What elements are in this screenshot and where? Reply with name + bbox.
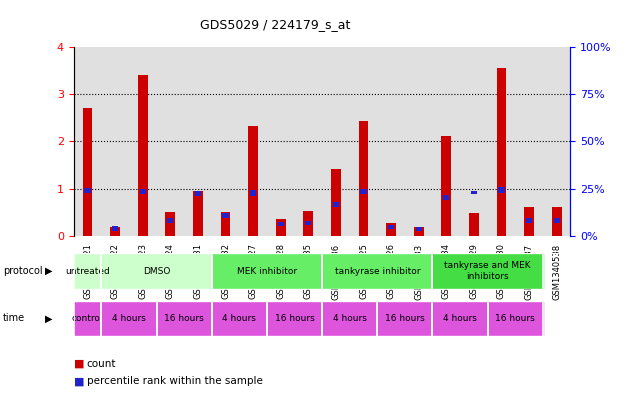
Text: ■: ■ <box>74 376 84 386</box>
Bar <box>499 187 504 193</box>
Bar <box>195 191 201 196</box>
Text: protocol: protocol <box>3 266 43 276</box>
Bar <box>278 222 284 226</box>
Bar <box>303 211 313 236</box>
Bar <box>294 47 322 236</box>
Bar <box>110 227 120 236</box>
Bar <box>138 75 147 236</box>
Bar <box>167 218 173 222</box>
Bar <box>543 47 570 236</box>
Bar <box>469 213 479 236</box>
Bar <box>276 219 285 236</box>
Bar <box>85 188 90 193</box>
Bar <box>526 218 532 222</box>
Text: ▶: ▶ <box>45 313 53 323</box>
Bar <box>156 301 212 336</box>
Text: tankyrase inhibitor: tankyrase inhibitor <box>335 267 420 275</box>
Bar <box>74 47 101 236</box>
Bar <box>433 301 488 336</box>
Bar <box>156 47 184 236</box>
Bar <box>250 190 256 196</box>
Bar <box>212 47 239 236</box>
Bar <box>444 195 449 200</box>
Bar <box>497 68 506 236</box>
Bar <box>193 191 203 236</box>
Text: 4 hours: 4 hours <box>222 314 256 323</box>
Bar <box>488 301 543 336</box>
Bar <box>415 227 422 231</box>
Bar <box>267 301 322 336</box>
Text: 4 hours: 4 hours <box>112 314 146 323</box>
Bar <box>405 47 433 236</box>
Bar <box>267 47 294 236</box>
Bar <box>101 301 156 336</box>
Bar <box>433 47 460 236</box>
Bar <box>322 47 350 236</box>
Bar <box>515 47 543 236</box>
Text: 16 hours: 16 hours <box>274 314 314 323</box>
Bar <box>442 136 451 236</box>
Text: ▶: ▶ <box>45 266 53 276</box>
Bar <box>433 253 543 289</box>
Bar <box>387 222 396 236</box>
Bar <box>74 301 101 336</box>
Bar <box>552 207 562 236</box>
Bar <box>554 218 560 222</box>
Bar <box>212 253 322 289</box>
Bar <box>83 108 92 236</box>
Bar <box>388 226 394 229</box>
Bar <box>112 226 118 231</box>
Bar <box>184 47 212 236</box>
Bar <box>331 169 341 236</box>
Bar <box>222 213 229 218</box>
Text: ■: ■ <box>74 358 84 369</box>
Bar <box>212 301 267 336</box>
Bar <box>333 202 339 207</box>
Bar <box>248 127 258 236</box>
Bar <box>360 189 367 194</box>
Bar <box>305 221 312 226</box>
Bar <box>140 189 146 194</box>
Bar <box>221 212 230 236</box>
Text: 16 hours: 16 hours <box>385 314 425 323</box>
Text: DMSO: DMSO <box>143 267 171 275</box>
Bar <box>460 47 488 236</box>
Text: untreated: untreated <box>65 267 110 275</box>
Bar <box>101 47 129 236</box>
Text: 16 hours: 16 hours <box>164 314 204 323</box>
Text: control: control <box>72 314 103 323</box>
Bar <box>165 212 175 236</box>
Bar <box>471 191 477 194</box>
Bar <box>239 47 267 236</box>
Bar <box>101 253 212 289</box>
Text: percentile rank within the sample: percentile rank within the sample <box>87 376 262 386</box>
Text: 4 hours: 4 hours <box>333 314 367 323</box>
Bar <box>414 227 424 236</box>
Bar <box>322 301 378 336</box>
Text: time: time <box>3 313 26 323</box>
Bar <box>322 253 433 289</box>
Bar <box>524 207 534 236</box>
Bar <box>129 47 156 236</box>
Bar <box>378 301 433 336</box>
Text: tankyrase and MEK
inhibitors: tankyrase and MEK inhibitors <box>444 261 531 281</box>
Bar <box>378 47 405 236</box>
Text: count: count <box>87 358 116 369</box>
Text: 16 hours: 16 hours <box>495 314 535 323</box>
Text: MEK inhibitor: MEK inhibitor <box>237 267 297 275</box>
Bar <box>74 253 101 289</box>
Text: GDS5029 / 224179_s_at: GDS5029 / 224179_s_at <box>201 18 351 31</box>
Bar <box>488 47 515 236</box>
Bar <box>359 121 369 236</box>
Text: 4 hours: 4 hours <box>443 314 477 323</box>
Bar <box>350 47 378 236</box>
